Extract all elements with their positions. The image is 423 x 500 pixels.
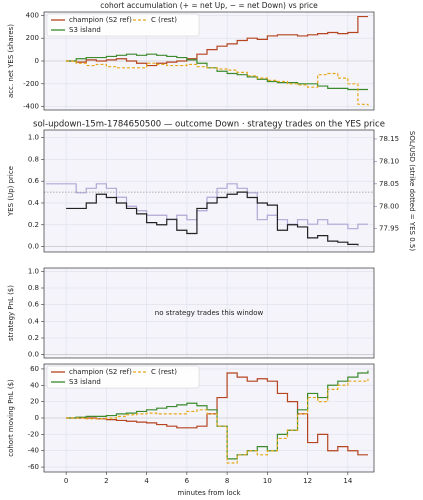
y-tick-label: 1.0	[28, 134, 39, 142]
y-tick-label: 0.8	[28, 284, 39, 292]
x-tick-label: 12	[303, 477, 312, 485]
y-tick-label: 20	[30, 398, 39, 406]
series-line	[66, 378, 369, 464]
y-tick-label: 0.2	[28, 334, 39, 342]
y-tick-label: 0.8	[28, 155, 39, 163]
x-tick-label: 8	[225, 477, 229, 485]
legend-label: C (rest)	[151, 16, 177, 24]
y-tick-label: 400	[26, 11, 39, 19]
y-tick-label: 0	[35, 57, 39, 65]
legend-label: champion (S2 ref)	[69, 368, 132, 376]
y-tick-label: 1.0	[28, 267, 39, 275]
y-tick-label: 200	[26, 34, 39, 42]
series-line	[66, 15, 368, 67]
y-tick-label: -60	[28, 463, 39, 471]
y-tick-label: 0.4	[28, 199, 40, 207]
y-tick-label: -40	[28, 447, 39, 455]
legend-box	[46, 13, 200, 37]
y-tick-label: 0.0	[28, 243, 39, 251]
y-tick-label: 0.0	[28, 351, 39, 359]
legend-label: C (rest)	[151, 368, 177, 376]
x-tick-label: 10	[263, 477, 272, 485]
x-tick-label: 2	[104, 477, 108, 485]
x-tick-label: 14	[343, 477, 352, 485]
y2-tick-label: 78.05	[379, 180, 399, 188]
y-tick-label: -20	[28, 430, 39, 438]
y-tick-label: 0.6	[28, 177, 40, 185]
legend-label: S3 island	[69, 26, 101, 34]
x-axis-label: minutes from lock	[177, 489, 241, 497]
y2-tick-label: 78.15	[379, 135, 399, 143]
plot-frame	[43, 129, 375, 253]
plot-frame	[43, 363, 375, 473]
plot-frame	[43, 267, 375, 359]
y-tick-label: 0	[35, 414, 39, 422]
y-axis-label: strategy PnL ($)	[7, 285, 15, 341]
legend-label: champion (S2 ref)	[69, 16, 132, 24]
y-tick-label: 0.2	[28, 221, 39, 229]
series-line	[66, 372, 368, 456]
y-axis-label: cohort moving PnL ($)	[7, 379, 15, 457]
plot-area	[44, 268, 374, 358]
x-tick-label: 6	[185, 477, 190, 485]
plot-area	[44, 130, 374, 252]
legend-label: S3 island	[69, 378, 101, 386]
y-tick-label: 0.6	[28, 301, 40, 309]
annotation: no strategy trades this window	[155, 309, 264, 317]
series-line	[66, 370, 369, 460]
y-axis-label: YES (Up) price	[7, 166, 15, 217]
y-tick-label: -400	[23, 103, 39, 111]
y2-axis-label: SOL/USD (strike dotted = YES 0.5)	[408, 131, 416, 251]
y2-tick-label: 78.00	[379, 202, 399, 210]
y2-tick-label: 77.95	[379, 225, 399, 233]
panel-title: sol-updown-15m-1784650500 — outcome Down…	[33, 120, 385, 130]
y-axis-label: acc. net YES (shares)	[7, 24, 15, 98]
y-tick-label: -200	[23, 80, 39, 88]
y-tick-label: 60	[30, 365, 39, 373]
y-tick-label: 40	[30, 381, 39, 389]
panel-title: cohort accumulation (+ = net Up, − = net…	[100, 1, 318, 10]
series-line	[66, 191, 359, 246]
legend-box	[46, 365, 200, 389]
plot-frame	[43, 11, 375, 111]
y2-tick-label: 78.10	[379, 157, 399, 165]
x-tick-label: 0	[64, 477, 68, 485]
series-line	[46, 183, 368, 230]
x-tick-label: 4	[144, 477, 149, 485]
y-tick-label: 0.4	[28, 317, 40, 325]
